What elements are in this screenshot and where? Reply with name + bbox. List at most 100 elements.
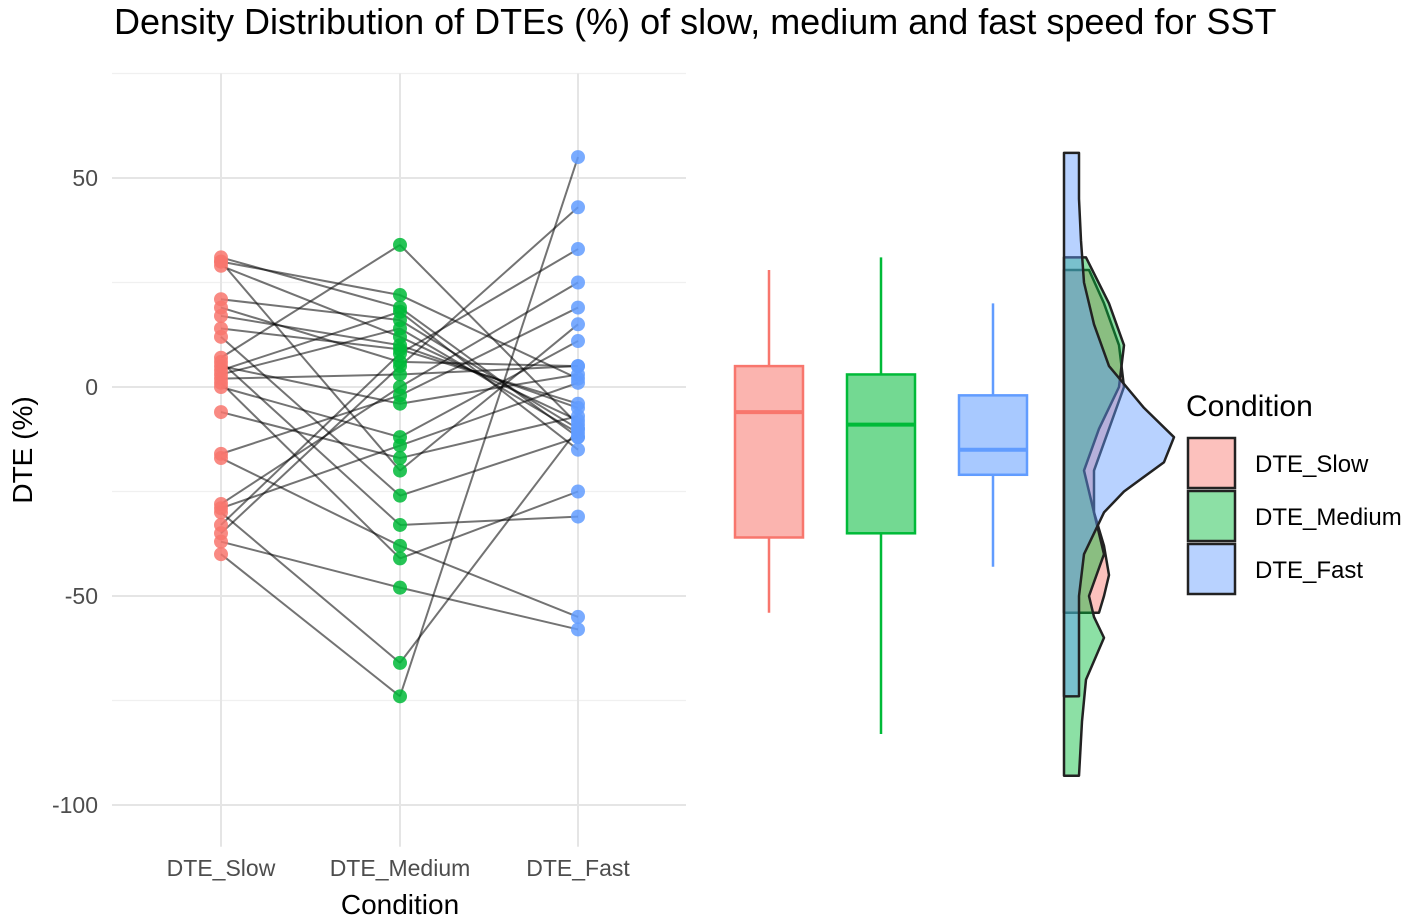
paired-line bbox=[220, 386, 401, 505]
data-point bbox=[393, 463, 407, 478]
paired-line bbox=[399, 381, 579, 447]
x-tick-label: DTE_Fast bbox=[526, 855, 630, 881]
paired-line bbox=[399, 340, 579, 439]
data-point bbox=[393, 551, 407, 566]
paired-line bbox=[220, 298, 401, 322]
data-point bbox=[571, 300, 585, 315]
chart-title: Density Distribution of DTEs (%) of slow… bbox=[114, 1, 1276, 42]
data-point bbox=[393, 655, 407, 670]
paired-line bbox=[220, 336, 401, 497]
paired-line bbox=[220, 411, 401, 460]
data-point bbox=[214, 534, 228, 549]
paired-line bbox=[220, 327, 401, 376]
legend-label: DTE_Fast bbox=[1255, 557, 1363, 584]
paired-line bbox=[399, 348, 579, 405]
paired-line bbox=[220, 361, 401, 526]
data-point bbox=[393, 438, 407, 453]
data-point bbox=[214, 254, 228, 269]
legend-key bbox=[1186, 489, 1237, 543]
paired-line bbox=[399, 323, 579, 472]
data-point bbox=[571, 334, 585, 349]
paired-line bbox=[399, 544, 579, 618]
paired-points-panel: 50 0 -50 -100 DTE_Slow DTE_Medium DTE_Fast Cond… bbox=[7, 72, 686, 920]
paired-line bbox=[399, 248, 579, 355]
paired-line bbox=[220, 444, 401, 510]
x-axis-title: Condition bbox=[341, 889, 459, 920]
paired-line bbox=[399, 206, 579, 367]
data-point bbox=[571, 622, 585, 637]
paired-line bbox=[399, 436, 579, 497]
legend-label: DTE_Slow bbox=[1255, 451, 1369, 478]
data-point bbox=[214, 451, 228, 466]
data-point bbox=[393, 342, 407, 357]
data-point bbox=[571, 275, 585, 290]
data-point bbox=[571, 375, 585, 390]
data-point bbox=[393, 304, 407, 319]
data-point bbox=[393, 359, 407, 374]
data-point bbox=[571, 359, 585, 374]
data-point bbox=[571, 442, 585, 457]
paired-line bbox=[399, 490, 579, 560]
legend-key bbox=[1186, 436, 1237, 490]
paired-line bbox=[399, 586, 579, 631]
paired-line bbox=[399, 306, 579, 397]
legend: Condition DTE_Slow DTE_Medium DTE_Fast bbox=[1186, 390, 1402, 596]
boxplot-box bbox=[957, 394, 1029, 477]
data-point bbox=[571, 484, 585, 499]
boxplot-box bbox=[845, 373, 917, 535]
paired-line bbox=[399, 365, 579, 376]
x-tick-label: DTE_Slow bbox=[167, 855, 276, 881]
paired-line bbox=[220, 382, 401, 560]
data-point bbox=[571, 317, 585, 332]
paired-line bbox=[399, 428, 579, 664]
data-point bbox=[571, 609, 585, 624]
paired-line bbox=[399, 515, 579, 526]
paired-line bbox=[220, 394, 401, 455]
paired-line bbox=[399, 415, 579, 460]
paired-line bbox=[220, 457, 401, 547]
paired-line bbox=[220, 314, 401, 347]
paired-line bbox=[220, 386, 401, 439]
legend-label: DTE_Medium bbox=[1255, 504, 1402, 531]
data-point bbox=[214, 405, 228, 420]
paired-line bbox=[220, 373, 401, 380]
box-density-panel bbox=[733, 151, 1176, 777]
data-point bbox=[571, 509, 585, 524]
data-point bbox=[571, 396, 585, 411]
paired-line bbox=[399, 310, 579, 451]
paired-line bbox=[220, 327, 401, 351]
y-tick-label: 0 bbox=[85, 374, 98, 400]
data-point bbox=[393, 237, 407, 252]
data-point bbox=[214, 501, 228, 516]
data-point bbox=[571, 242, 585, 257]
data-point bbox=[214, 363, 228, 378]
x-tick-label: DTE_Medium bbox=[330, 855, 471, 881]
paired-line bbox=[220, 256, 401, 309]
paired-line bbox=[220, 511, 401, 664]
paired-line bbox=[399, 156, 579, 697]
density-shape bbox=[1062, 151, 1176, 698]
data-point bbox=[393, 380, 407, 394]
y-tick-label: -100 bbox=[52, 792, 98, 818]
paired-line bbox=[399, 335, 579, 422]
data-point bbox=[393, 451, 407, 466]
paired-line bbox=[399, 360, 579, 368]
data-point bbox=[393, 288, 407, 303]
paired-line bbox=[220, 352, 401, 526]
paired-line bbox=[220, 310, 401, 372]
paired-line bbox=[220, 260, 401, 297]
paired-line bbox=[220, 244, 401, 359]
data-point bbox=[571, 409, 585, 424]
legend-key bbox=[1186, 542, 1237, 596]
paired-line bbox=[220, 306, 401, 363]
paired-line bbox=[220, 365, 401, 405]
paired-line bbox=[220, 540, 401, 589]
paired-line bbox=[220, 365, 401, 535]
data-point bbox=[571, 150, 585, 165]
data-point bbox=[393, 580, 407, 595]
data-point bbox=[571, 200, 585, 215]
data-point bbox=[214, 321, 228, 336]
data-point bbox=[393, 689, 407, 704]
data-point bbox=[214, 375, 228, 390]
